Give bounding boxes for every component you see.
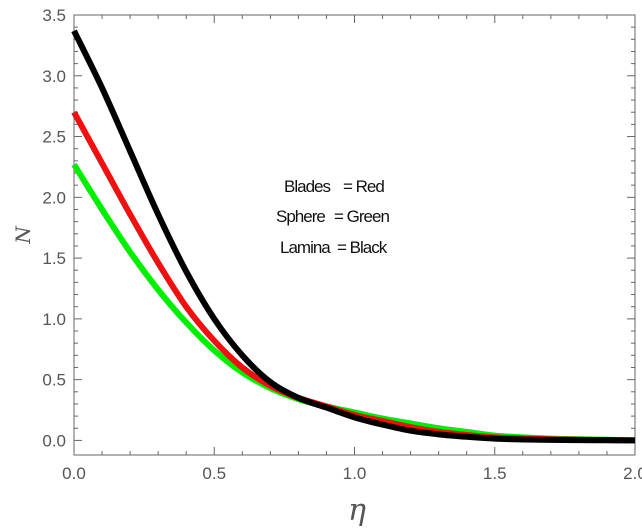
series-lines xyxy=(71,29,636,444)
x-tick-label: 2.0 xyxy=(623,464,642,483)
legend-key-blades: Blades xyxy=(284,177,330,196)
legend-value-blades: = Red xyxy=(343,177,384,196)
y-tick-label: 0.5 xyxy=(42,371,66,390)
legend-value-lamina: = Black xyxy=(337,238,388,257)
series-line-2 xyxy=(71,29,636,444)
axis-ticks xyxy=(73,14,636,455)
x-axis-title: η xyxy=(348,493,366,528)
legend-value-sphere: = Green xyxy=(334,207,389,226)
y-tick-label: 2.5 xyxy=(42,128,66,147)
series-line-1 xyxy=(71,110,636,444)
y-axis-title: N xyxy=(11,225,35,245)
legend-annotation: Blades = Red Sphere = Green Lamina = Bla… xyxy=(276,177,390,257)
series-line-0 xyxy=(71,162,636,444)
x-tick-label: 0.0 xyxy=(62,464,86,483)
plot-frame xyxy=(73,14,636,456)
x-tick-label: 0.5 xyxy=(202,464,226,483)
legend-key-lamina: Lamina xyxy=(280,238,331,257)
legend-key-sphere: Sphere xyxy=(276,207,325,226)
y-tick-label: 3.0 xyxy=(42,67,66,86)
x-tick-label: 1.5 xyxy=(483,464,507,483)
y-tick-label: 1.0 xyxy=(42,310,66,329)
y-tick-label: 2.0 xyxy=(42,188,66,207)
y-tick-label: 1.5 xyxy=(42,249,66,268)
x-tick-label: 1.0 xyxy=(343,464,367,483)
y-tick-label: 3.5 xyxy=(42,6,66,25)
tick-labels: 0.0 0.5 1.0 1.5 2.0 0.0 0.5 1.0 1.5 2.0 2.5 3.0 3.5 xyxy=(42,6,642,483)
y-tick-label: 0.0 xyxy=(42,431,66,450)
